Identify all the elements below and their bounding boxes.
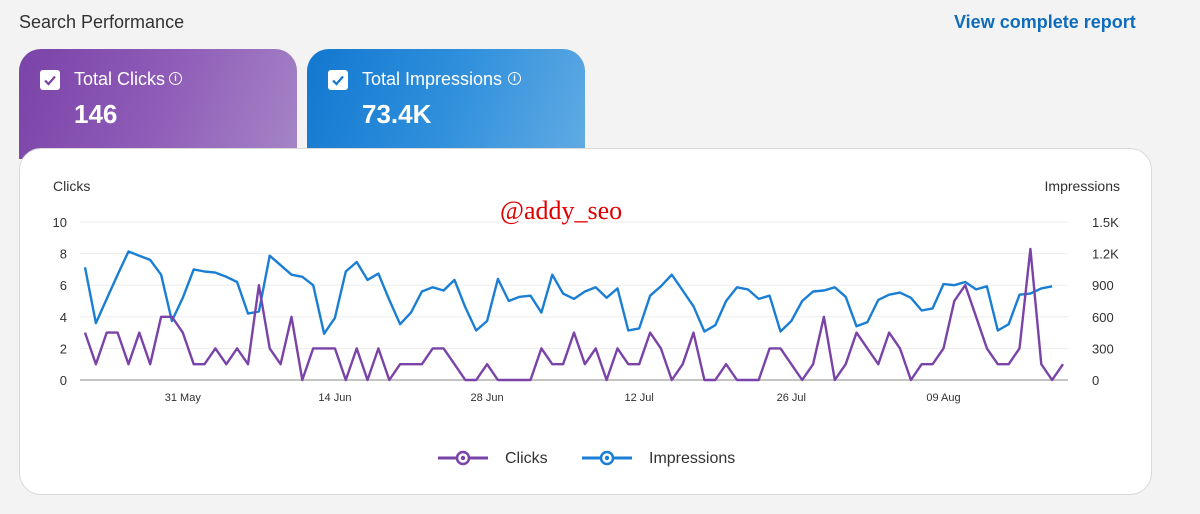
- checkmark-icon: [44, 75, 56, 86]
- right-tick-label: 1.5K: [1092, 215, 1119, 230]
- info-icon[interactable]: i: [508, 72, 521, 85]
- legend-clicks-label: Clicks: [505, 450, 548, 467]
- x-tick-label: 12 Jul: [625, 392, 654, 404]
- x-tick-label: 31 May: [165, 392, 202, 404]
- left-tick-label: 4: [60, 310, 67, 325]
- total-clicks-value: 146: [74, 99, 118, 129]
- right-tick-label: 600: [1092, 310, 1114, 325]
- impressions-checkbox[interactable]: [328, 70, 348, 90]
- series-line-clicks: [83, 247, 1064, 382]
- view-report-link[interactable]: View complete report: [954, 12, 1136, 32]
- legend-impressions-marker: [582, 450, 632, 466]
- chart-panel: [19, 148, 1152, 495]
- page-title: Search Performance: [19, 12, 185, 32]
- right-tick-label: 300: [1092, 341, 1114, 356]
- total-impressions-value: 73.4K: [362, 99, 432, 129]
- right-tick-label: 0: [1092, 373, 1099, 388]
- x-tick-label: 28 Jun: [471, 392, 504, 404]
- right-axis-title: Impressions: [1045, 178, 1120, 194]
- right-tick-label: 1.2K: [1092, 247, 1119, 262]
- checkmark-icon: [332, 75, 344, 86]
- left-tick-label: 6: [60, 278, 67, 293]
- x-tick-label: 14 Jun: [318, 392, 351, 404]
- left-tick-label: 2: [60, 341, 67, 356]
- info-icon[interactable]: i: [169, 72, 182, 85]
- left-tick-label: 0: [60, 373, 67, 388]
- right-tick-label: 900: [1092, 278, 1114, 293]
- watermark: @addy_seo: [500, 196, 623, 225]
- total-impressions-card[interactable]: Total Impressions i 73.4K: [307, 49, 585, 159]
- x-tick-label: 26 Jul: [777, 392, 806, 404]
- legend-impressions-label: Impressions: [649, 450, 736, 467]
- clicks-checkbox[interactable]: [40, 70, 60, 90]
- x-tick-label: 09 Aug: [926, 392, 960, 404]
- left-tick-label: 10: [53, 215, 67, 230]
- left-tick-label: 8: [60, 247, 67, 262]
- total-clicks-card[interactable]: Total Clicks i 146: [19, 49, 297, 159]
- series-line-impressions: [83, 250, 1053, 335]
- legend-clicks-marker: [438, 450, 488, 466]
- left-axis-title: Clicks: [53, 178, 90, 194]
- total-clicks-label: Total Clicks: [74, 69, 166, 89]
- total-impressions-label: Total Impressions: [362, 69, 503, 89]
